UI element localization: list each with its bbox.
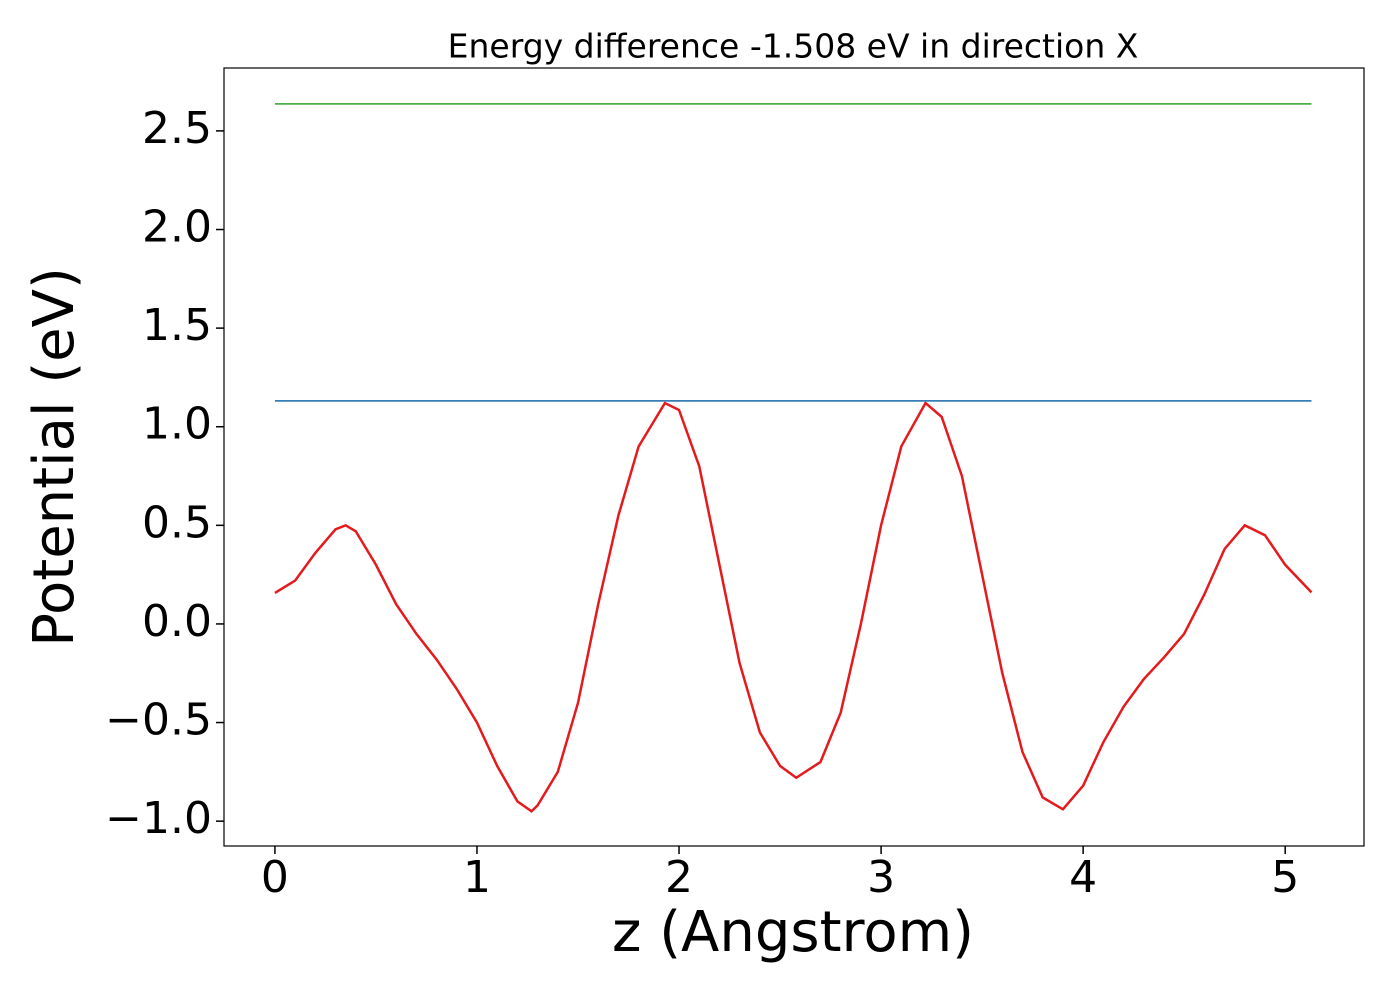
y-tick-label: 0.5 <box>142 497 212 548</box>
x-tick-label: 4 <box>1069 852 1097 903</box>
y-tick-label: −0.5 <box>105 695 212 746</box>
x-tick-label: 0 <box>261 852 289 903</box>
y-tick-label: 1.5 <box>142 300 212 351</box>
chart-title: Energy difference -1.508 eV in direction… <box>448 27 1139 66</box>
y-tick-label: 1.0 <box>142 399 212 450</box>
y-tick-label: 2.5 <box>142 103 212 154</box>
y-tick-label: 0.0 <box>142 596 212 647</box>
plot-frame <box>223 67 1365 847</box>
y-tick-label: 2.0 <box>142 202 212 253</box>
x-tick-label: 1 <box>463 852 491 903</box>
y-tick-label: −1.0 <box>105 793 212 844</box>
series-line <box>274 401 1313 813</box>
x-tick-label: 2 <box>665 852 693 903</box>
x-axis-label: z (Angstrom) <box>612 900 974 965</box>
x-tick-label: 3 <box>867 852 895 903</box>
x-tick-label: 5 <box>1271 852 1299 903</box>
y-axis-label: Potential (eV) <box>22 267 87 647</box>
